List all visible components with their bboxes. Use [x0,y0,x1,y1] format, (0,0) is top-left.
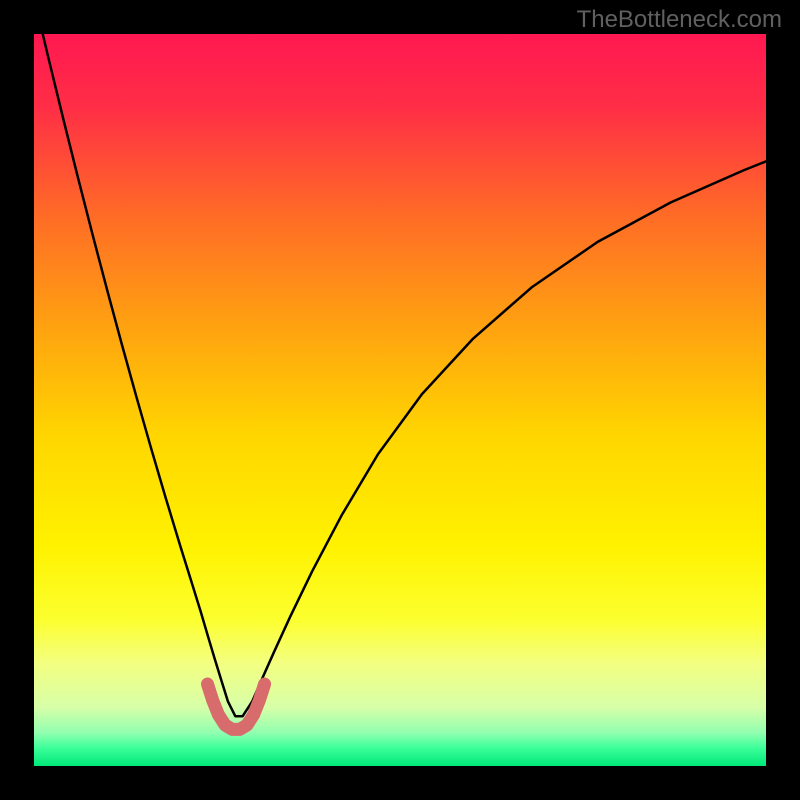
gradient-background [34,34,766,766]
watermark-text: TheBottleneck.com [577,6,782,34]
bottleneck-chart [34,34,766,766]
